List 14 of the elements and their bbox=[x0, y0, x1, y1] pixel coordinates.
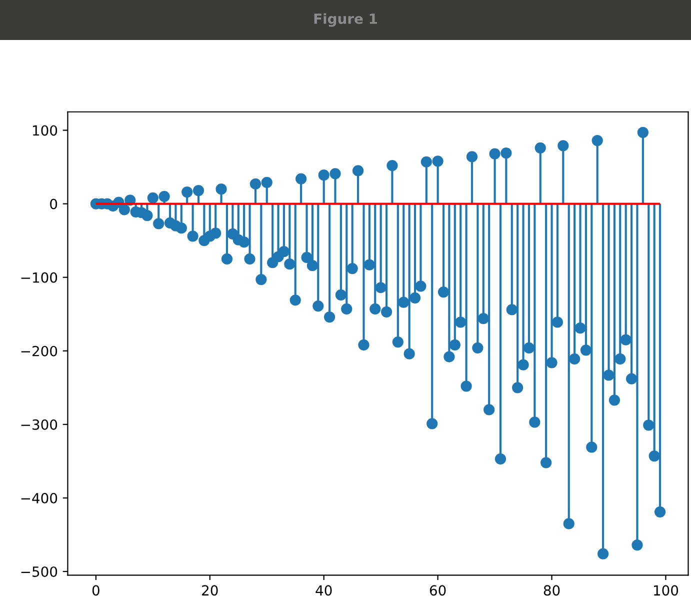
y-tick-label: 0 bbox=[50, 198, 58, 210]
y-tick-label: 100 bbox=[33, 125, 58, 136]
x-tick-label: 20 bbox=[202, 585, 218, 596]
y-tick-label: −500 bbox=[21, 566, 58, 577]
x-tick-label: 80 bbox=[544, 585, 560, 596]
chart-title: Figure 1 bbox=[314, 13, 377, 27]
y-tick-label: −200 bbox=[21, 346, 58, 356]
y-tick-label: −100 bbox=[21, 272, 58, 283]
x-tick-label: 40 bbox=[316, 585, 332, 596]
y-tick-label: −300 bbox=[21, 419, 58, 430]
y-tick-label: −400 bbox=[21, 492, 58, 504]
x-tick-label: 60 bbox=[430, 585, 446, 596]
x-tick-label: 100 bbox=[654, 585, 678, 596]
x-tick-label: 0 bbox=[92, 585, 100, 596]
